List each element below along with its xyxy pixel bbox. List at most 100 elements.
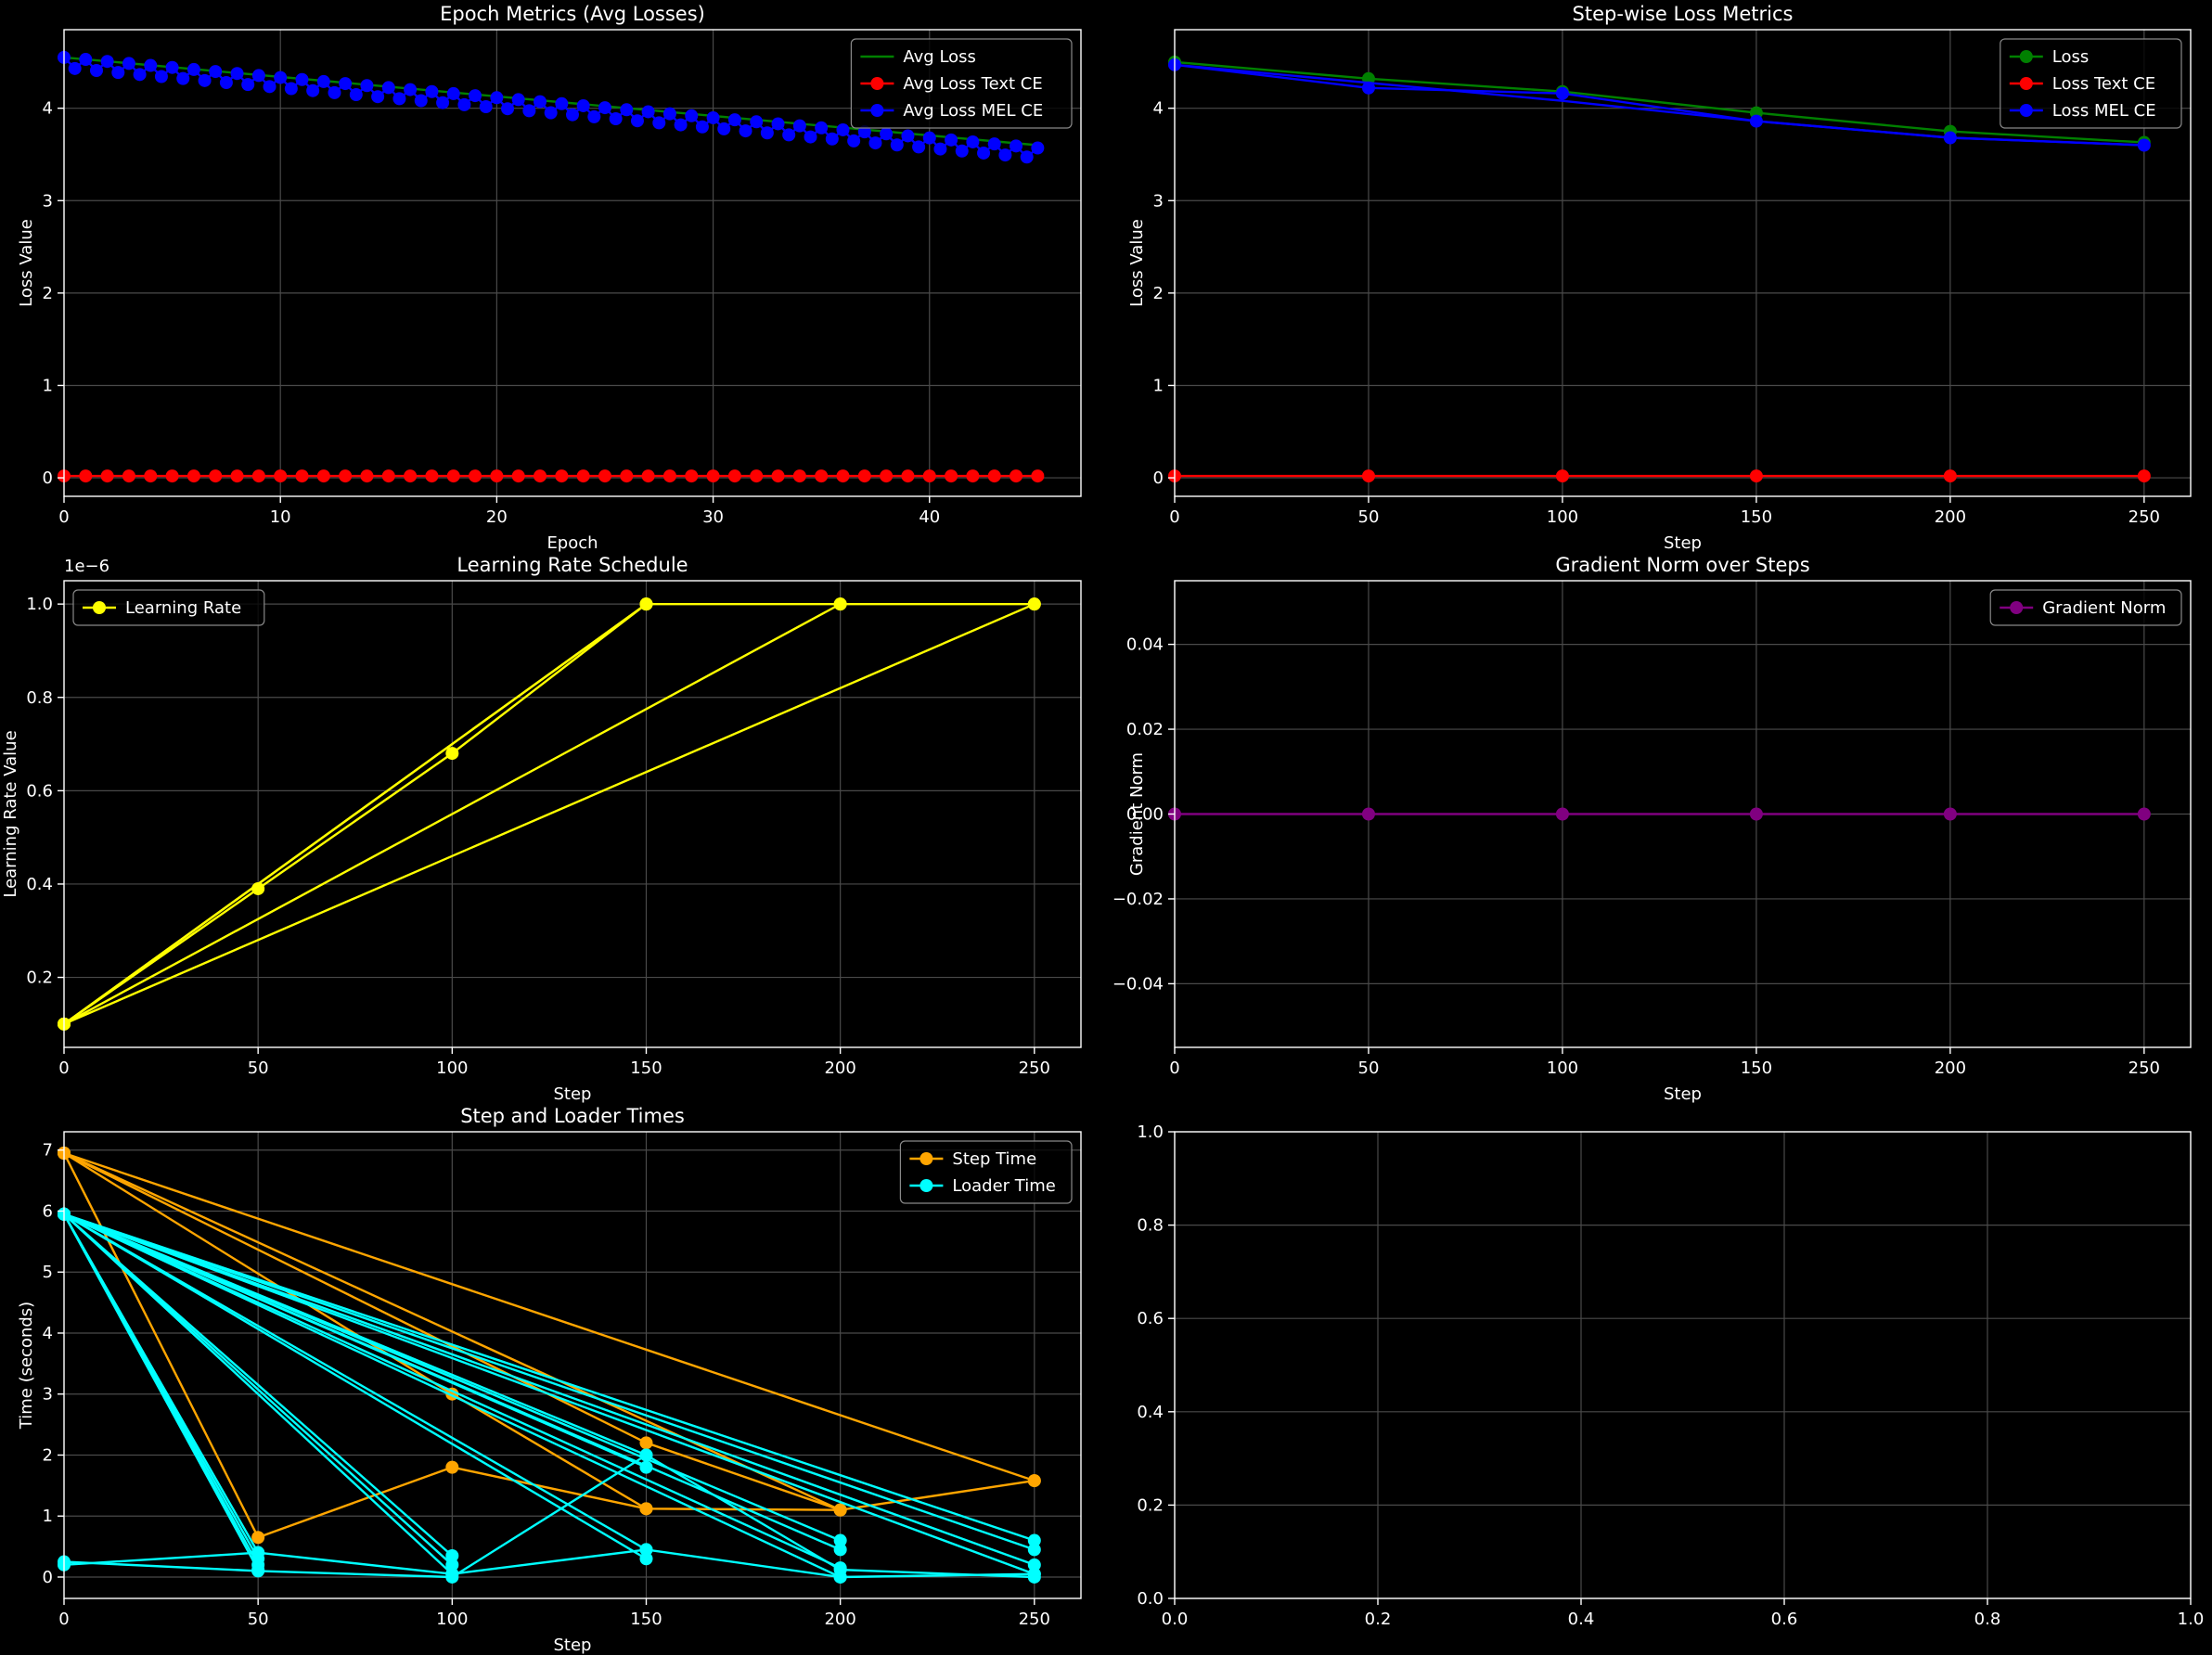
data-point: [263, 80, 276, 94]
y-tick-label: 2: [43, 1445, 53, 1465]
data-point: [555, 469, 569, 483]
data-point: [1020, 150, 1034, 164]
series-line: [62, 1213, 260, 1571]
axis-offset-label: 1e−6: [64, 557, 109, 576]
data-point: [534, 95, 547, 109]
data-point: [922, 469, 936, 483]
data-point: [339, 469, 353, 483]
y-tick-label: 1: [1153, 376, 1164, 395]
data-point: [1027, 597, 1041, 611]
data-point: [165, 469, 179, 483]
legend-box: [72, 589, 265, 626]
data-point: [360, 469, 374, 483]
data-point: [598, 101, 611, 115]
data-point: [587, 109, 601, 123]
data-point: [144, 58, 158, 72]
data-point: [371, 90, 385, 104]
series-line: [63, 1151, 842, 1511]
data-point: [857, 125, 871, 139]
series-line: [63, 1212, 648, 1551]
data-point: [880, 469, 894, 483]
data-point: [717, 122, 731, 135]
data-point: [706, 110, 720, 124]
y-tick-label: 0.4: [1137, 1403, 1164, 1422]
data-point: [1027, 1567, 1041, 1581]
x-tick-label: 100: [436, 1610, 468, 1629]
series-line: [63, 603, 1035, 1025]
series-line: [1174, 60, 2144, 144]
data-point: [836, 469, 850, 483]
legend: Gradient Norm: [1989, 589, 2182, 626]
series-line: [63, 1212, 1035, 1575]
legend: Step Time Loader Time: [899, 1140, 1073, 1204]
data-point: [685, 469, 699, 483]
data-point: [727, 113, 741, 127]
chart-panel: 0.0 0.2 0.4 0.6 0.8 1.0 0.0 0.2 0.4 0.6 0.8 1.0: [1137, 1123, 2204, 1629]
data-point: [750, 115, 764, 129]
data-point: [1010, 139, 1023, 153]
chart-panel: 0 50 100 150 200 250 0 1 2 3 4 5 6 7 Step and Loader T…: [17, 1105, 1082, 1655]
data-point: [868, 136, 882, 150]
series-line: [63, 1212, 1035, 1551]
y-tick-label: 0.4: [26, 875, 53, 894]
x-tick-label: 50: [248, 1610, 269, 1629]
data-point: [641, 105, 655, 119]
y-tick-label: 0.8: [26, 688, 53, 708]
data-point: [511, 93, 525, 107]
y-tick-label: 0: [43, 1568, 53, 1587]
data-point: [284, 82, 298, 96]
legend-swatch-marker: [920, 1152, 933, 1165]
data-point: [901, 469, 915, 483]
legend-swatch-marker: [920, 1179, 933, 1192]
x-tick-label: 200: [1935, 1058, 1966, 1078]
x-tick-label: 0: [1169, 1058, 1179, 1078]
x-tick-label: 250: [2128, 507, 2160, 527]
data-point: [933, 142, 947, 156]
y-tick-label: 2: [1153, 284, 1164, 303]
legend-label: Loss: [2052, 47, 2089, 67]
data-point: [295, 72, 309, 86]
y-tick-label: 1.0: [26, 595, 53, 614]
data-point: [998, 148, 1012, 162]
data-point: [1555, 469, 1569, 483]
data-point: [804, 130, 817, 144]
data-point: [165, 60, 179, 74]
x-tick-label: 20: [486, 507, 508, 527]
y-tick-label: −0.04: [1112, 974, 1164, 994]
axes-frame: [1174, 1131, 2192, 1599]
data-point: [404, 83, 418, 96]
chart-panel: 0 50 100 150 200 250 0 1 2 3 4 Step-wise Loss Metri…: [1127, 3, 2192, 553]
x-tick-label: 250: [1019, 1058, 1050, 1078]
data-point: [847, 134, 861, 148]
data-point: [360, 79, 374, 93]
x-tick-label: 40: [919, 507, 940, 527]
x-tick-label: 0.6: [1771, 1610, 1798, 1629]
y-tick-label: 0.04: [1126, 635, 1164, 655]
data-point: [446, 86, 460, 100]
data-point: [251, 69, 265, 83]
chart-title: Step-wise Loss Metrics: [1573, 3, 1794, 25]
x-tick-label: 0: [1169, 507, 1179, 527]
data-point: [639, 1543, 653, 1557]
data-point: [469, 469, 482, 483]
y-tick-label: 0.2: [26, 969, 53, 988]
data-point: [251, 1546, 265, 1559]
data-point: [609, 112, 623, 126]
data-point: [230, 67, 244, 81]
data-point: [186, 469, 200, 483]
data-point: [792, 119, 806, 133]
data-point: [251, 1531, 265, 1545]
data-point: [641, 469, 655, 483]
data-point: [833, 1543, 847, 1557]
data-point: [630, 114, 644, 128]
data-point: [306, 83, 320, 97]
data-point: [490, 91, 504, 105]
x-tick-label: 10: [270, 507, 291, 527]
legend-label: Avg Loss: [903, 47, 976, 67]
data-point: [833, 1503, 847, 1517]
data-point: [1031, 469, 1045, 483]
data-point: [2137, 138, 2151, 152]
x-tick-label: 250: [1019, 1610, 1050, 1629]
data-point: [1027, 1543, 1041, 1557]
data-point: [68, 61, 82, 75]
